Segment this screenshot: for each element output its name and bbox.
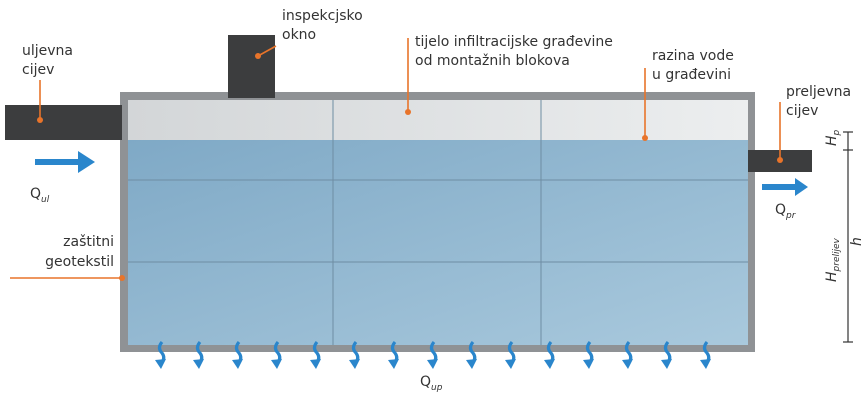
label: od montažnih blokova	[415, 53, 570, 69]
leaders	[10, 38, 783, 281]
label: inspekcjsko	[282, 8, 363, 24]
inspection-shaft	[228, 35, 275, 98]
label: preljevna	[786, 84, 851, 100]
label: cijev	[786, 103, 818, 119]
label: geotekstil	[45, 254, 114, 270]
label: razina vode	[652, 48, 734, 64]
label: cijev	[22, 62, 54, 78]
dimension-label: h	[849, 237, 863, 246]
flow-label: Qup	[420, 374, 443, 393]
label: okno	[282, 27, 316, 43]
flow-label: Qpr	[775, 202, 797, 221]
outflow-arrow	[762, 178, 808, 196]
label: zaštitni	[63, 234, 114, 250]
dimension-label: Hp	[824, 129, 842, 146]
inflow-pipe	[5, 105, 122, 140]
seepage-arrows	[153, 340, 713, 371]
dimension-label: Hprelijev	[824, 237, 842, 282]
label: tijelo infiltracijske građevine	[415, 34, 613, 50]
dimension-lines	[843, 131, 853, 343]
label: u građevini	[652, 67, 731, 83]
flow-label: Qul	[30, 186, 50, 205]
inflow-arrow	[35, 151, 95, 173]
label: uljevna	[22, 43, 73, 59]
tank	[120, 92, 755, 352]
